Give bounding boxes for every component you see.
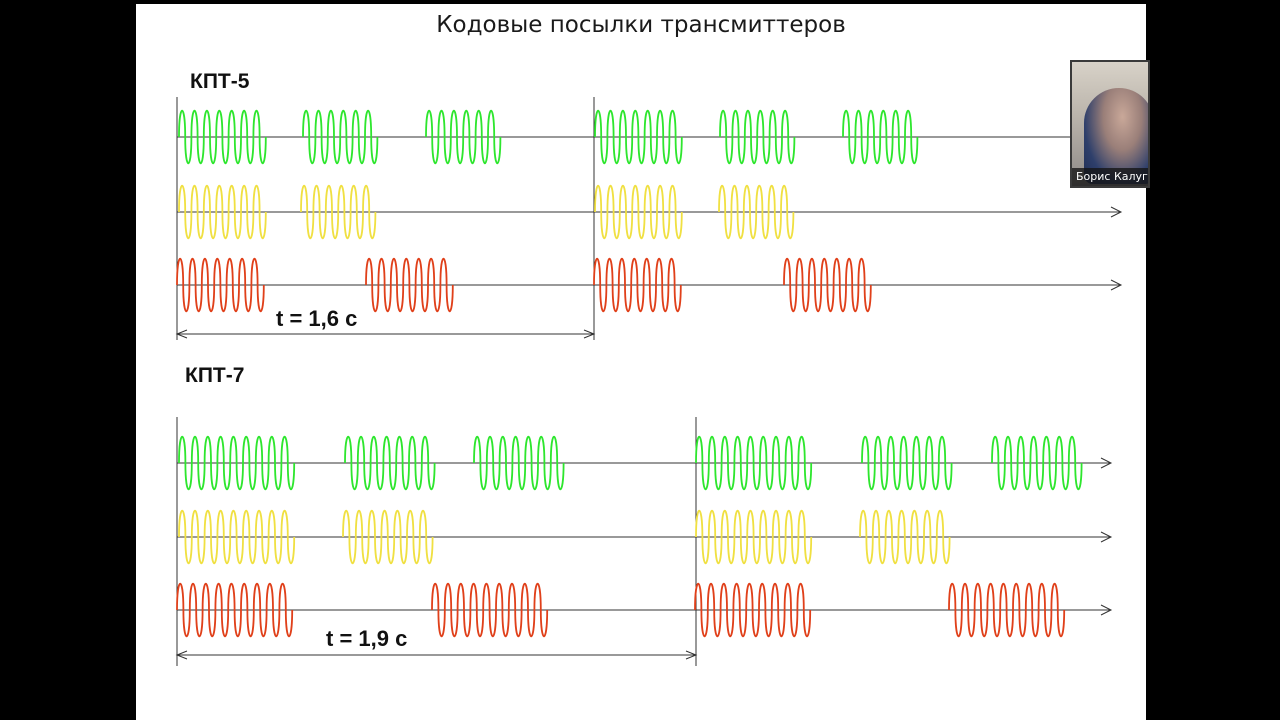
- kpt7-signal-row-1: [177, 436, 1113, 490]
- kpt5-signal-row-3-burst-4: [783, 258, 872, 312]
- kpt5-dimension-arrow-right: [583, 329, 596, 339]
- kpt5-signal-row-2: [177, 185, 1123, 239]
- kpt5-signal-row-3-arrow: [1110, 279, 1123, 291]
- kpt5-signal-row-1-burst-5: [719, 110, 796, 164]
- kpt5-signal-row-3-burst-2: [365, 258, 454, 312]
- kpt5-signal-row-1-burst-6: [842, 110, 919, 164]
- kpt7-dimension-arrow-left: [175, 650, 188, 660]
- kpt7-signal-row-1-burst-5: [861, 436, 953, 490]
- kpt7-dimension-arrow-right: [685, 650, 698, 660]
- slide: Кодовые посылки трансмиттеров КПТ-5 t = …: [136, 4, 1146, 720]
- kpt5-signal-row-1: [177, 110, 1123, 164]
- kpt7-signal-row-1-burst-2: [344, 436, 436, 490]
- kpt7-signal-row-2-burst-4: [859, 510, 951, 564]
- kpt7-signal-row-1-burst-4: [695, 436, 813, 490]
- kpt5-signal-row-1-burst-1: [178, 110, 267, 164]
- participant-name: Борис Калуг: [1072, 168, 1148, 186]
- kpt7-signal-row-2-burst-1: [178, 510, 296, 564]
- kpt5-signal-row-1-burst-4: [594, 110, 683, 164]
- kpt7-signal-row-2-arrow: [1100, 531, 1113, 543]
- kpt7-signal-row-1-burst-1: [178, 436, 296, 490]
- slide-title: Кодовые посылки трансмиттеров: [436, 12, 846, 38]
- kpt5-signal-row-3: [176, 258, 1123, 312]
- transmitter-diagram: [175, 97, 1123, 666]
- kpt5-diagram: [175, 97, 1123, 340]
- kpt7-period-label: t = 1,9 с: [326, 626, 408, 651]
- kpt7-signal-row-3-burst-2: [431, 583, 549, 637]
- kpt5-signal-row-2-burst-2: [300, 185, 377, 239]
- kpt5-signal-row-2-burst-4: [718, 185, 795, 239]
- kpt5-signal-row-1-burst-2: [302, 110, 379, 164]
- kpt7-signal-row-1-burst-3: [473, 436, 565, 490]
- kpt7-signal-row-3-arrow: [1100, 604, 1113, 616]
- kpt7-signal-row-1-burst-6: [991, 436, 1083, 490]
- kpt7-signal-row-3: [176, 583, 1113, 637]
- kpt7-signal-row-1-arrow: [1100, 457, 1113, 469]
- kpt5-signal-row-3-burst-3: [593, 258, 682, 312]
- kpt5-period-label: t = 1,6 с: [276, 306, 358, 331]
- kpt5-period-dimension: [175, 329, 596, 339]
- kpt5-signal-row-1-burst-3: [425, 110, 502, 164]
- kpt5-signal-row-2-burst-3: [594, 185, 683, 239]
- kpt7-signal-row-2-burst-3: [695, 510, 813, 564]
- kpt5-dimension-arrow-left: [175, 329, 188, 339]
- kpt5-label: КПТ-5: [190, 70, 250, 93]
- kpt7-period-dimension: [175, 650, 698, 660]
- kpt5-signal-row-2-burst-1: [178, 185, 267, 239]
- kpt5-signal-row-2-arrow: [1110, 206, 1123, 218]
- kpt7-signal-row-2-burst-2: [342, 510, 434, 564]
- kpt7-signal-row-3-burst-4: [948, 583, 1066, 637]
- kpt7-label: КПТ-7: [185, 364, 245, 387]
- participant-video-tile[interactable]: Борис Калуг: [1070, 60, 1150, 188]
- kpt5-signal-row-3-burst-1: [176, 258, 265, 312]
- kpt7-diagram: [175, 417, 1113, 666]
- kpt7-signal-row-3-burst-3: [694, 583, 812, 637]
- kpt7-signal-row-2: [177, 510, 1113, 564]
- kpt7-signal-row-3-burst-1: [176, 583, 294, 637]
